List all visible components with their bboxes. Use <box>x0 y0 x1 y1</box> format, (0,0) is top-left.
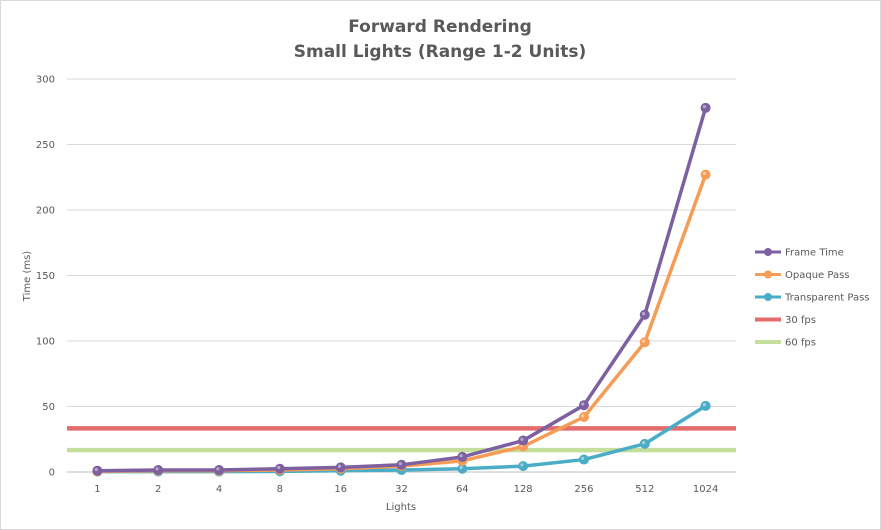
y-tick-label: 300 <box>36 75 55 86</box>
x-tick-label: 256 <box>574 484 593 495</box>
data-point-highlight <box>702 403 706 407</box>
x-tick-label: 64 <box>456 484 469 495</box>
data-point-frame-time <box>700 102 711 113</box>
data-point-highlight <box>94 467 98 472</box>
legend-label: Frame Time <box>785 248 844 259</box>
legend-item-60-fps: 60 fps <box>755 338 816 349</box>
data-point-highlight <box>581 414 585 418</box>
data-point-frame-time <box>518 435 529 446</box>
gridlines <box>67 78 736 473</box>
x-tick-label: 2 <box>155 484 161 495</box>
legend-label: Opaque Pass <box>785 270 850 281</box>
x-tick-label: 16 <box>334 484 347 495</box>
data-point-frame-time <box>153 465 164 476</box>
data-point-highlight <box>641 312 646 316</box>
x-tick-label: 512 <box>635 484 654 495</box>
legend-marker <box>764 248 772 256</box>
data-point-frame-time <box>396 459 407 470</box>
data-point-opaque-pass <box>639 337 650 348</box>
y-tick-label: 0 <box>49 468 55 479</box>
y-axis-label: Time (ms) <box>22 251 33 303</box>
data-point-frame-time <box>639 309 650 320</box>
data-point-transparent-pass <box>578 454 589 465</box>
data-point-highlight <box>581 402 585 406</box>
y-tick-label: 200 <box>36 206 55 217</box>
y-tick-label: 250 <box>36 140 55 151</box>
legend-item-transparent-pass: Transparent Pass <box>755 293 870 304</box>
x-tick-label: 8 <box>277 484 283 495</box>
x-tick-label: 4 <box>216 484 222 495</box>
y-tick-label: 50 <box>42 402 55 413</box>
legend-label: Transparent Pass <box>784 293 870 304</box>
data-point-highlight <box>155 467 159 471</box>
data-point-frame-time <box>457 451 468 462</box>
data-point-highlight <box>337 464 342 468</box>
data-point-highlight <box>702 171 706 176</box>
series-layer <box>67 102 736 477</box>
data-point-highlight <box>216 467 220 471</box>
data-point-frame-time <box>274 463 285 474</box>
data-point-frame-time <box>214 465 225 476</box>
data-point-highlight <box>641 441 646 445</box>
legend: Frame Time Opaque Pass Transparent Pass 30 … <box>755 248 870 349</box>
data-point-transparent-pass <box>518 461 529 472</box>
legend-label: 60 fps <box>785 338 816 349</box>
data-point-highlight <box>459 465 463 470</box>
legend-marker <box>764 293 772 301</box>
data-point-transparent-pass <box>639 438 650 449</box>
series-frame-time <box>92 102 711 476</box>
x-axis-ticks: 1 2 4 8 16 32 64 128 256 512 1024 <box>94 484 718 495</box>
legend-item-30-fps: 30 fps <box>755 315 816 326</box>
y-tick-label: 150 <box>36 271 55 282</box>
y-axis-ticks: 0 50 100 150 200 250 300 <box>36 75 55 479</box>
y-tick-label: 100 <box>36 337 55 348</box>
data-point-highlight <box>641 339 646 343</box>
data-point-frame-time <box>578 400 589 411</box>
data-point-highlight <box>581 456 585 460</box>
series-line-frame-time <box>95 106 708 473</box>
data-point-frame-time <box>92 465 103 476</box>
data-point-highlight <box>459 454 463 458</box>
data-point-highlight <box>520 463 524 467</box>
legend-marker <box>764 270 772 279</box>
x-tick-label: 1 <box>94 484 100 495</box>
data-point-highlight <box>520 437 524 441</box>
chart-subtitle: Small Lights (Range 1-2 Units) <box>294 42 587 62</box>
data-point-opaque-pass <box>578 411 589 422</box>
x-tick-label: 32 <box>395 484 408 495</box>
chart-title: Forward Rendering <box>348 17 532 37</box>
legend-item-frame-time: Frame Time <box>755 248 844 259</box>
data-point-highlight <box>398 461 402 466</box>
data-point-transparent-pass <box>700 400 711 411</box>
x-tick-label: 128 <box>514 484 533 495</box>
x-axis-label: Lights <box>386 502 416 513</box>
data-point-highlight <box>277 465 281 470</box>
x-tick-label: 1024 <box>693 484 718 495</box>
data-point-frame-time <box>335 462 346 473</box>
data-point-highlight <box>702 105 706 109</box>
legend-item-opaque-pass: Opaque Pass <box>755 270 850 281</box>
data-point-opaque-pass <box>700 169 711 180</box>
legend-label: 30 fps <box>785 315 816 326</box>
